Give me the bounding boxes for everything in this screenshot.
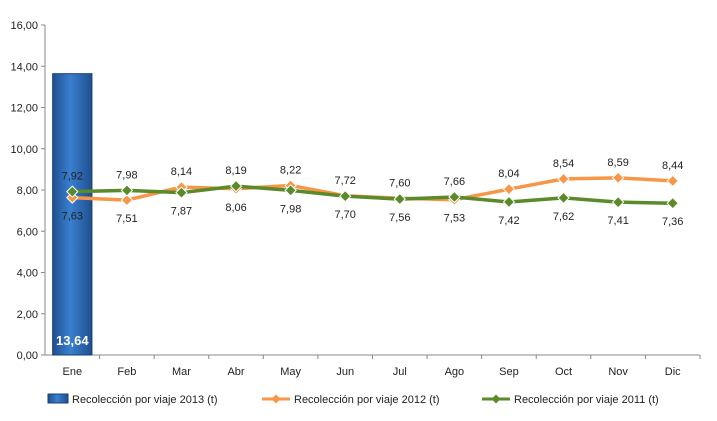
line-data-label: 7,72 [334,175,355,187]
x-tick-label: Sep [499,366,519,378]
line-data-label: 7,41 [607,215,628,227]
x-tick-label: May [280,366,301,378]
data-point-marker [339,189,352,203]
data-point-marker [120,184,134,197]
data-point-marker [557,172,570,186]
data-point-marker [502,182,516,196]
line-data-label: 7,98 [280,203,301,215]
data-labels: 13,64 7,92 7,63 7,98 7,51 8,14 7,87 8,19 8,06 8,2… [56,157,683,348]
line-data-label: 7,42 [498,215,519,227]
line-data-label: 7,36 [662,216,683,228]
line-data-label: 8,19 [225,165,246,177]
y-tick-label: 8,00 [17,185,38,197]
series-line [72,184,673,205]
line-series [66,171,679,210]
legend-marker [491,394,501,404]
y-tick-label: 2,00 [17,309,38,321]
line-data-label: 7,62 [553,211,574,223]
line-data-label: 8,06 [225,202,246,214]
y-tick-label: 6,00 [17,226,38,238]
y-tick-label: 0,00 [17,350,38,362]
data-point-marker [502,195,516,209]
data-point-marker [448,190,461,204]
bar-data-label: 13,64 [56,333,89,348]
data-point-marker [611,195,625,209]
x-tick-label: Mar [172,366,191,378]
data-point-marker [666,174,679,188]
x-tick-label: Oct [555,366,572,378]
line-data-label: 8,59 [607,157,628,169]
x-tick-label: Abr [227,366,244,378]
line-data-label: 7,70 [334,209,355,221]
legend-marker [271,394,281,404]
x-tick-label: Jun [336,366,354,378]
x-tick-label: Feb [117,366,136,378]
x-tick-label: Nov [608,366,628,378]
legend-label: Recolección por viaje 2011 (t) [514,394,659,406]
y-tick-label: 12,00 [10,103,38,115]
x-tick-label: Dic [665,366,681,378]
line-data-label: 8,14 [171,166,192,178]
line-data-label: 8,54 [553,158,574,170]
bar [52,73,93,356]
line-data-label: 7,92 [62,171,83,183]
line-data-label: 8,22 [280,164,301,176]
data-point-marker [66,185,79,198]
data-point-marker [175,186,188,199]
data-point-marker [229,179,243,193]
data-point-marker [120,193,134,207]
data-point-marker [611,171,625,185]
y-tick-label: 14,00 [10,61,38,73]
data-point-marker [666,196,679,210]
line-data-label: 7,63 [62,211,83,223]
x-tick-label: Ene [63,366,83,378]
legend-label: Recolección por viaje 2013 (t) [72,394,218,406]
line-data-label: 7,53 [444,213,465,225]
x-tick-label: Ago [445,366,465,378]
data-point-marker [393,192,406,206]
line-data-label: 7,66 [444,176,465,188]
y-tick-label: 16,00 [10,20,38,32]
y-tick-label: 10,00 [10,144,38,156]
line-data-label: 7,87 [171,206,192,218]
line-data-label: 8,04 [498,168,519,180]
line-data-label: 7,51 [116,213,137,225]
legend-swatch [47,393,69,404]
legend-label: Recolección por viaje 2012 (t) [294,394,440,406]
y-tick-label: 4,00 [17,268,38,280]
data-point-marker [284,184,297,197]
line-data-label: 7,60 [389,177,410,189]
chart-axes: 0,00 2,00 4,00 6,00 8,00 10,00 12,00 14,00 16,00… [10,20,701,378]
chart-legend: Recolección por viaje 2013 (t) Recolecció… [47,393,659,406]
x-tick-label: Jul [393,366,407,378]
line-data-label: 8,44 [662,160,683,172]
data-point-marker [557,191,570,205]
bar-series [52,73,93,356]
line-data-label: 7,56 [389,212,410,224]
line-data-label: 7,98 [116,169,137,181]
